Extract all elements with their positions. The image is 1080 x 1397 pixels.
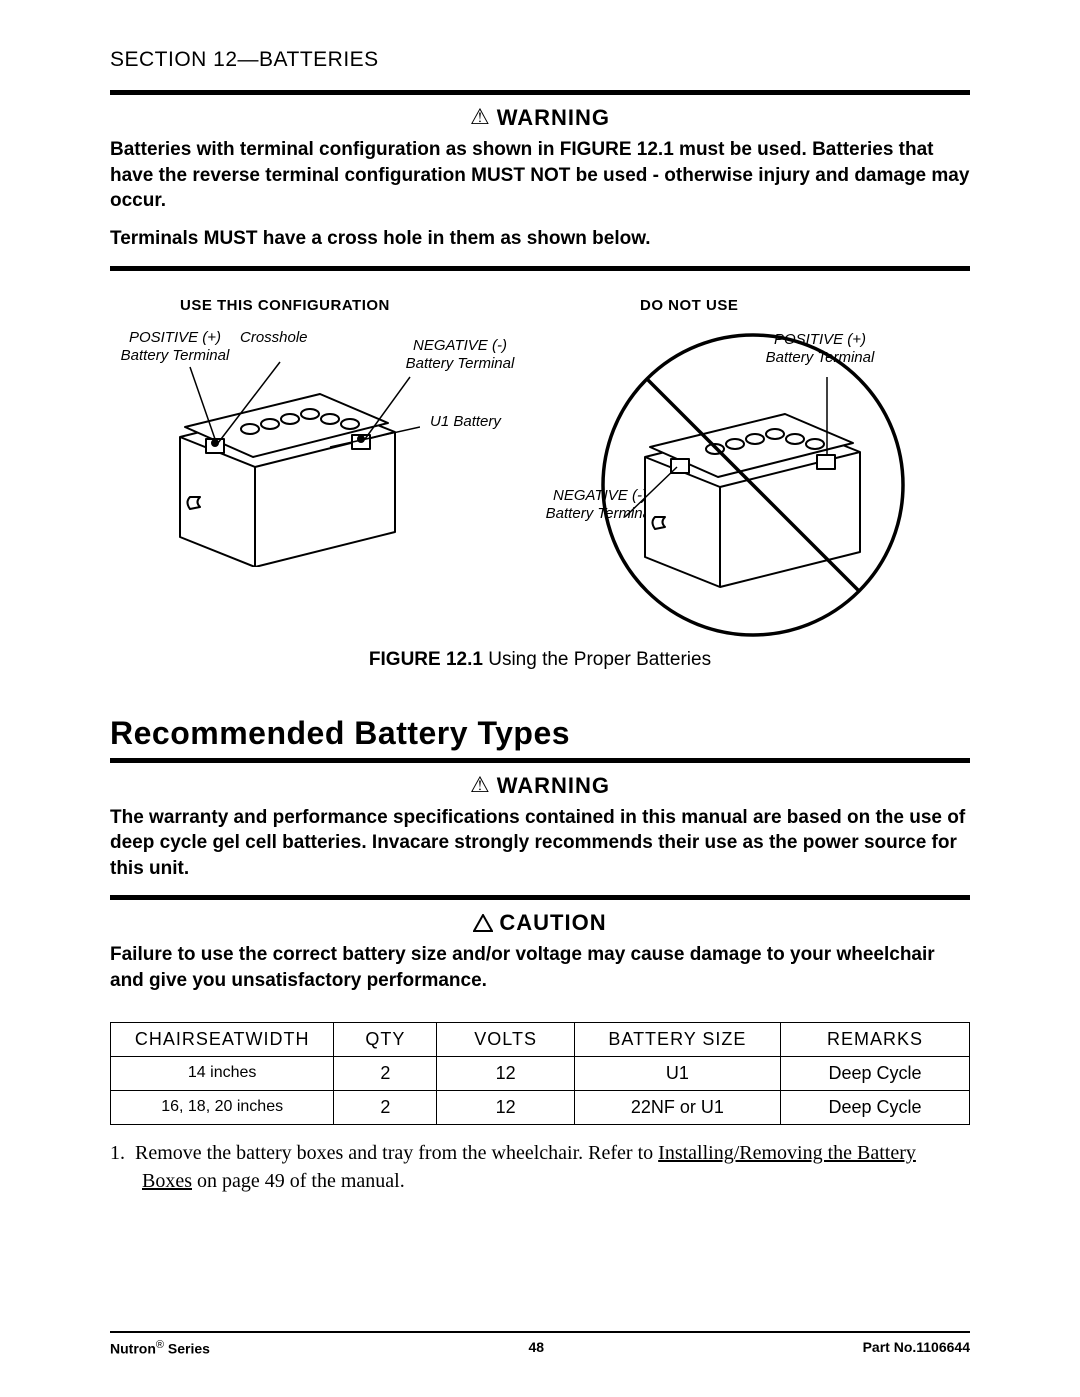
warning-body: Batteries with terminal configuration as…	[110, 137, 970, 266]
table-header-cell: QTY	[334, 1022, 437, 1056]
warning-para: Terminals MUST have a cross hole in them…	[110, 226, 970, 252]
warning-body: The warranty and performance specificati…	[110, 805, 970, 896]
table-cell: 12	[437, 1090, 574, 1124]
figure-number: FIGURE 12.1	[369, 649, 483, 670]
h2-recommended-battery-types: Recommended Battery Types	[110, 715, 970, 752]
table-header-cell: BATTERY SIZE	[574, 1022, 780, 1056]
step-number: 1.	[110, 1142, 125, 1164]
footer-series-suffix: Series	[164, 1341, 210, 1357]
table-cell: 2	[334, 1090, 437, 1124]
footer-registered-icon: ®	[156, 1339, 164, 1351]
battery-table: CHAIRSEATWIDTHQTYVOLTSBATTERY SIZEREMARK…	[110, 1022, 970, 1125]
warning-heading: ⚠WARNING	[110, 95, 970, 137]
footer-part-number: Part No.1106644	[863, 1339, 970, 1357]
table-row: 14 inches212U1Deep Cycle	[111, 1056, 970, 1090]
table-header-cell: REMARKS	[781, 1022, 970, 1056]
warning-label: WARNING	[497, 773, 610, 798]
table-cell: 14 inches	[111, 1056, 334, 1090]
warning-para: The warranty and performance specificati…	[110, 805, 970, 882]
warning-heading: ⚠WARNING	[110, 763, 970, 805]
footer-series: Nutron® Series	[110, 1339, 210, 1357]
table-header-cell: CHAIRSEATWIDTH	[111, 1022, 334, 1056]
footer-series-name: Nutron	[110, 1341, 156, 1357]
warning-para: Batteries with terminal configuration as…	[110, 137, 970, 214]
warning-icon: ⚠	[470, 104, 491, 129]
table-header-row: CHAIRSEATWIDTHQTYVOLTSBATTERY SIZEREMARK…	[111, 1022, 970, 1056]
table-body: 14 inches212U1Deep Cycle16, 18, 20 inche…	[111, 1056, 970, 1124]
caution-body: Failure to use the correct battery size …	[110, 942, 970, 1007]
rule-thick	[110, 266, 970, 271]
label-u1-battery: U1 Battery	[430, 413, 501, 431]
caution-heading: CAUTION	[110, 900, 970, 942]
figure-diagram: USE THIS CONFIGURATION DO NOT USE POSITI…	[110, 297, 970, 637]
page: SECTION 12—BATTERIES ⚠WARNING Batteries …	[0, 0, 1080, 1397]
section-header: SECTION 12—BATTERIES	[110, 48, 970, 72]
caution-para: Failure to use the correct battery size …	[110, 942, 970, 993]
warning-icon: ⚠	[470, 772, 491, 797]
table-cell: Deep Cycle	[781, 1090, 970, 1124]
table-cell: U1	[574, 1056, 780, 1090]
label-crosshole: Crosshole	[240, 329, 308, 347]
figure-caption: FIGURE 12.1 Using the Proper Batteries	[110, 649, 970, 671]
table-cell: 22NF or U1	[574, 1090, 780, 1124]
table-cell: 12	[437, 1056, 574, 1090]
warning-label: WARNING	[497, 105, 610, 130]
figure-caption-text: Using the Proper Batteries	[488, 649, 711, 670]
step-1: 1. Remove the battery boxes and tray fro…	[110, 1139, 970, 1195]
battery-right-forbidden-icon	[585, 317, 905, 637]
step-text-post: on page 49 of the manual.	[192, 1170, 405, 1192]
caution-triangle-icon	[473, 914, 493, 932]
battery-left-icon	[160, 347, 420, 567]
table-cell: Deep Cycle	[781, 1056, 970, 1090]
caution-label: CAUTION	[499, 910, 606, 935]
footer-page-number: 48	[528, 1339, 544, 1357]
table-cell: 2	[334, 1056, 437, 1090]
table-header-cell: VOLTS	[437, 1022, 574, 1056]
donot-use-label: DO NOT USE	[640, 297, 738, 315]
step-text-pre: Remove the battery boxes and tray from t…	[135, 1142, 658, 1164]
use-config-label: USE THIS CONFIGURATION	[180, 297, 390, 315]
page-footer: Nutron® Series 48 Part No.1106644	[110, 1331, 970, 1357]
table-cell: 16, 18, 20 inches	[111, 1090, 334, 1124]
table-row: 16, 18, 20 inches21222NF or U1Deep Cycle	[111, 1090, 970, 1124]
